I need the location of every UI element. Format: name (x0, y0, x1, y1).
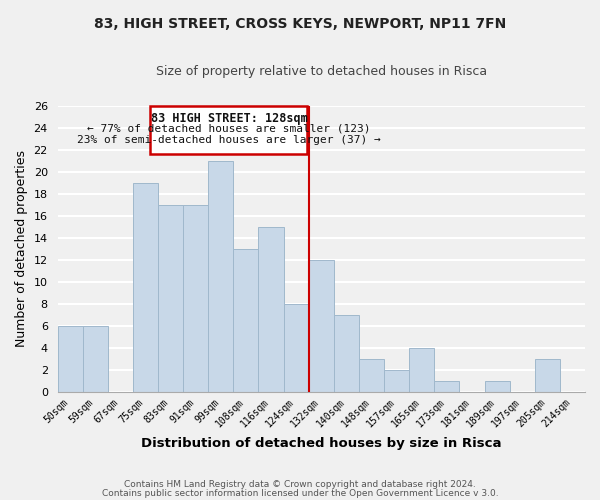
Bar (384, 370, 409, 392)
Bar (309, 260, 334, 392)
Bar (409, 348, 434, 392)
Bar (259, 226, 284, 392)
Y-axis label: Number of detached properties: Number of detached properties (15, 150, 28, 347)
Text: 83, HIGH STREET, CROSS KEYS, NEWPORT, NP11 7FN: 83, HIGH STREET, CROSS KEYS, NEWPORT, NP… (94, 18, 506, 32)
Bar (485, 381, 509, 392)
Bar (208, 160, 233, 392)
Bar (359, 359, 384, 392)
Bar (133, 182, 158, 392)
Bar (334, 314, 359, 392)
Bar (535, 359, 560, 392)
Title: Size of property relative to detached houses in Risca: Size of property relative to detached ho… (156, 65, 487, 78)
Text: 83 HIGH STREET: 128sqm: 83 HIGH STREET: 128sqm (151, 112, 307, 125)
Bar (233, 248, 259, 392)
Text: Contains public sector information licensed under the Open Government Licence v : Contains public sector information licen… (101, 488, 499, 498)
Bar (158, 204, 183, 392)
Text: ← 77% of detached houses are smaller (123): ← 77% of detached houses are smaller (12… (87, 124, 371, 134)
FancyBboxPatch shape (151, 106, 307, 154)
Text: 23% of semi-detached houses are larger (37) →: 23% of semi-detached houses are larger (… (77, 134, 381, 144)
Bar (58, 326, 83, 392)
Bar (183, 204, 208, 392)
X-axis label: Distribution of detached houses by size in Risca: Distribution of detached houses by size … (141, 437, 502, 450)
Bar (83, 326, 108, 392)
Text: Contains HM Land Registry data © Crown copyright and database right 2024.: Contains HM Land Registry data © Crown c… (124, 480, 476, 489)
Bar (284, 304, 309, 392)
Bar (434, 381, 460, 392)
